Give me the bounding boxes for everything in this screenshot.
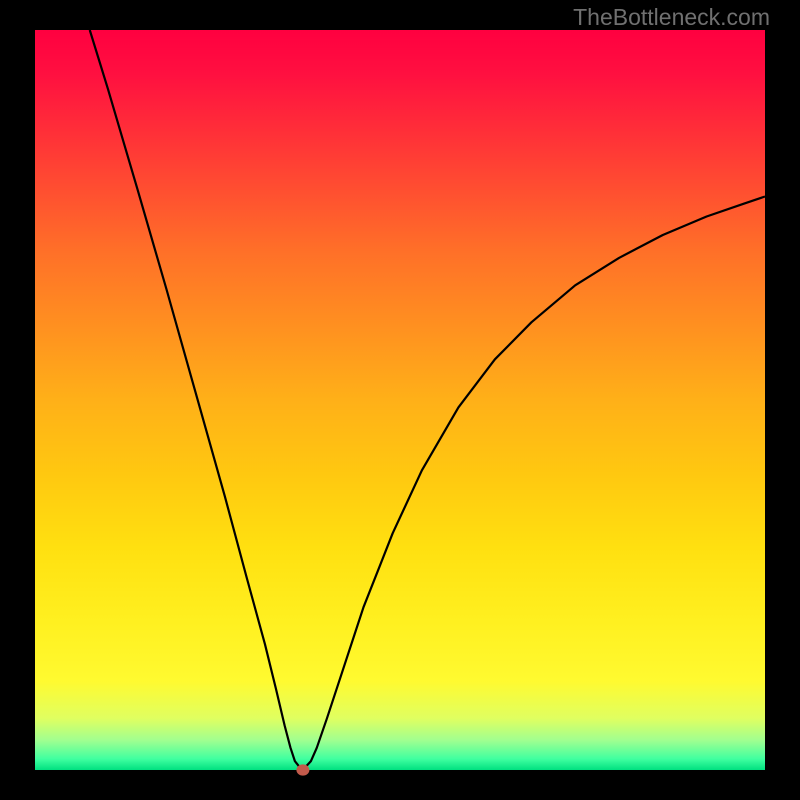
- bottleneck-curve: [90, 30, 765, 767]
- chart-stage: TheBottleneck.com: [0, 0, 800, 800]
- optimum-marker: [297, 765, 309, 775]
- watermark-text: TheBottleneck.com: [573, 4, 770, 31]
- plot-curve-layer: [0, 0, 800, 800]
